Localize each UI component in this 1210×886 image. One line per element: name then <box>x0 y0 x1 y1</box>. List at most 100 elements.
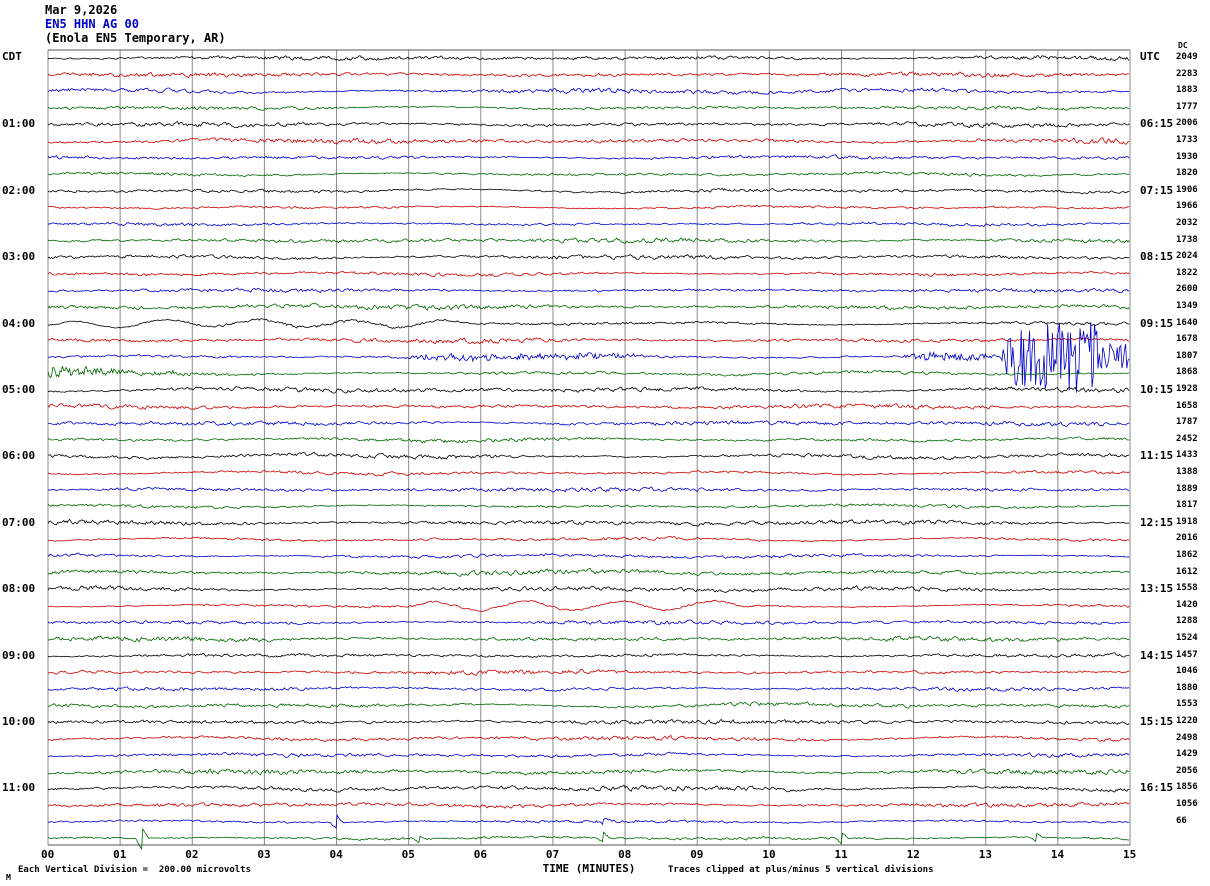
right-time-label: 06:15 <box>1140 117 1174 131</box>
dc-value: 1612 <box>1176 566 1198 577</box>
dc-value: 1288 <box>1176 616 1198 627</box>
dc-column-header: DC <box>1178 41 1188 50</box>
x-tick-label: 08 <box>618 848 632 861</box>
seismogram-trace <box>47 71 1130 79</box>
right-time-label: 12:15 <box>1140 515 1174 529</box>
right-time-label: 10:15 <box>1140 383 1174 396</box>
seismogram-trace <box>47 419 1130 427</box>
dc-value: 1220 <box>1176 716 1198 726</box>
dc-value: 1777 <box>1176 101 1198 112</box>
seismogram-trace <box>47 154 1130 160</box>
right-time-label: 16:15 <box>1140 781 1174 795</box>
seismogram-trace <box>47 701 1130 709</box>
seismogram-trace <box>47 568 1130 577</box>
dc-value: 1433 <box>1176 450 1198 461</box>
seismogram-trace <box>47 171 1130 178</box>
dc-value: 1883 <box>1176 85 1198 96</box>
seismogram-trace <box>47 686 1130 693</box>
seismogram-trace <box>47 814 1130 829</box>
dc-value: 1822 <box>1176 267 1198 278</box>
dc-value: 2016 <box>1176 533 1198 544</box>
x-tick-label: 10 <box>762 848 776 861</box>
title-date: Mar 9,2026 <box>45 3 118 17</box>
seismogram-trace <box>47 652 1130 658</box>
x-axis-label: TIME (MINUTES) <box>542 862 636 875</box>
dc-value: 2049 <box>1176 52 1198 62</box>
scale-note: Each Vertical Division = 200.00 microvol… <box>18 865 251 875</box>
seismogram-trace <box>47 585 1130 593</box>
right-time-label: 14:15 <box>1140 648 1174 662</box>
seismogram-trace <box>47 221 1130 227</box>
seismogram-trace <box>47 403 1130 410</box>
seismogram-trace <box>47 187 1130 195</box>
corner-mark: M <box>6 873 11 882</box>
dc-value: 1420 <box>1176 599 1198 610</box>
seismogram-trace <box>47 436 1130 444</box>
x-tick-label: 12 <box>906 848 920 861</box>
seismogram-trace <box>47 469 1130 477</box>
x-tick-label: 00 <box>41 848 55 861</box>
dc-value: 1558 <box>1176 583 1198 594</box>
left-timezone-label: CDT <box>2 50 22 63</box>
left-time-label: 08:00 <box>2 582 36 596</box>
x-tick-label: 01 <box>113 848 127 861</box>
x-tick-label: 02 <box>185 848 199 861</box>
dc-value: 2283 <box>1176 68 1198 79</box>
seismogram-trace <box>47 827 1130 850</box>
dc-value: 1918 <box>1176 516 1198 527</box>
dc-value: 1868 <box>1176 367 1198 378</box>
right-time-label: 09:15 <box>1140 316 1174 330</box>
left-time-label: 05:00 <box>2 383 36 396</box>
dc-value: 1807 <box>1176 350 1198 361</box>
left-time-label: 06:00 <box>2 449 36 463</box>
dc-value: 1889 <box>1176 483 1198 494</box>
dc-value: 2452 <box>1176 433 1198 444</box>
seismogram-trace <box>47 121 1130 129</box>
dc-value: 2600 <box>1176 284 1198 295</box>
seismogram-trace <box>47 322 1130 393</box>
right-time-label: 13:15 <box>1140 582 1174 596</box>
seismogram-trace <box>47 801 1130 809</box>
seismogram-trace <box>47 237 1130 245</box>
left-time-label: 10:00 <box>2 715 36 728</box>
dc-value: 1046 <box>1176 666 1198 677</box>
left-time-label: 03:00 <box>2 250 36 264</box>
dc-value: 1658 <box>1176 400 1198 411</box>
title-location: (Enola EN5 Temporary, AR) <box>45 31 226 45</box>
x-tick-label: 09 <box>690 848 704 861</box>
seismogram-trace <box>47 452 1130 461</box>
dc-value: 1553 <box>1176 699 1198 710</box>
dc-value: 1906 <box>1176 184 1198 195</box>
dc-value: 1928 <box>1176 384 1198 394</box>
seismogram-trace <box>47 337 1130 345</box>
dc-value: 1880 <box>1176 682 1198 693</box>
seismogram-trace <box>47 318 1130 329</box>
left-time-label: 02:00 <box>2 183 36 197</box>
x-tick-label: 13 <box>978 848 992 861</box>
seismogram-trace <box>47 270 1130 278</box>
dc-value: 1678 <box>1176 334 1198 345</box>
seismogram-trace <box>47 105 1130 112</box>
seismogram-trace <box>47 486 1130 493</box>
seismogram-trace <box>47 619 1130 626</box>
dc-value: 1640 <box>1176 317 1198 328</box>
seismogram-trace <box>47 751 1130 759</box>
dc-value: 1930 <box>1176 151 1198 162</box>
dc-value: 1429 <box>1176 749 1198 760</box>
right-time-label: 08:15 <box>1140 250 1174 264</box>
dc-value: 1820 <box>1176 168 1198 179</box>
seismogram-trace <box>47 385 1130 394</box>
seismogram-trace <box>47 552 1130 560</box>
dc-value: 1349 <box>1176 301 1198 311</box>
seismogram-trace <box>47 718 1130 725</box>
dc-value: 1862 <box>1176 550 1198 560</box>
left-time-label: 11:00 <box>2 781 36 795</box>
right-time-label: 15:15 <box>1140 715 1174 728</box>
seismogram-trace <box>47 518 1130 527</box>
left-time-label: 07:00 <box>2 515 36 529</box>
x-tick-label: 14 <box>1050 848 1065 861</box>
dc-value: 1733 <box>1176 135 1198 145</box>
seismogram-trace <box>47 204 1130 210</box>
